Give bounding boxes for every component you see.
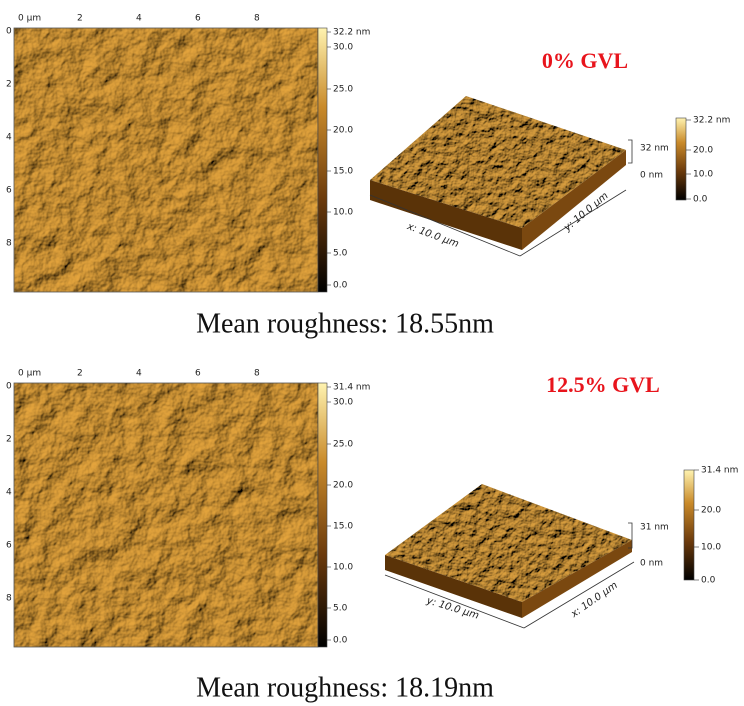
colorbar-3d-tick-label: 31.4 nm (701, 466, 738, 476)
colorbar-3d-tick-label: 0.0 (701, 576, 716, 586)
body: 0 µm24680246832.2 nm30.025.020.015.010.0… (0, 0, 744, 706)
colorbar-tick-label: 10.0 (333, 208, 353, 218)
colorbar-tick-label: 32.2 nm (333, 28, 370, 38)
colorbar-tick-label: 15.0 (333, 167, 353, 177)
x-tick-label: 8 (254, 14, 260, 24)
y-tick-label: 8 (6, 594, 12, 604)
colorbar-3d (676, 118, 686, 200)
colorbar-tick-label: 30.0 (333, 43, 353, 53)
x-tick-label: 0 µm (18, 14, 41, 24)
colorbar-3d-tick-label: 20.0 (701, 506, 721, 516)
x-tick-label: 6 (195, 14, 201, 24)
figure: 0 µm24680246832.2 nm30.025.020.015.010.0… (0, 0, 744, 706)
x-tick-label: 8 (254, 369, 260, 379)
page: AFM roughness {"panels": [ {"label": "0%… (0, 0, 744, 706)
y-tick-label: 2 (6, 435, 12, 445)
x-tick-label: 6 (195, 369, 201, 379)
afm-map (14, 28, 318, 292)
surface-3d (385, 484, 632, 602)
colorbar-3d-tick-label: 20.0 (693, 146, 713, 156)
y-tick-label: 6 (6, 186, 12, 196)
x-tick-label: 4 (136, 14, 142, 24)
colorbar-tick-label: 31.4 nm (333, 383, 370, 393)
y-tick-label: 2 (6, 80, 12, 90)
z-bottom-label: 0 nm (640, 171, 663, 181)
colorbar-3d-tick-label: 10.0 (693, 170, 713, 180)
y-tick-label: 4 (6, 133, 12, 143)
colorbar-3d (684, 470, 694, 580)
z-top-label: 31 nm (640, 523, 669, 533)
colorbar-tick-label: 5.0 (333, 604, 348, 614)
colorbar-tick-label: 0.0 (333, 281, 348, 291)
colorbar-tick-label: 25.0 (333, 85, 353, 95)
x-tick-label: 0 µm (18, 369, 41, 379)
y-tick-label: 8 (6, 239, 12, 249)
colorbar (318, 28, 327, 292)
afm-map (14, 383, 318, 647)
colorbar-tick-label: 20.0 (333, 481, 353, 491)
z-top-label: 32 nm (640, 144, 669, 154)
colorbar-tick-label: 30.0 (333, 398, 353, 408)
y-tick-label: 0 (6, 382, 12, 392)
colorbar-tick-label: 10.0 (333, 563, 353, 573)
colorbar-tick-label: 25.0 (333, 440, 353, 450)
z-bracket (628, 140, 632, 163)
colorbar-tick-label: 15.0 (333, 522, 353, 532)
y-tick-label: 4 (6, 488, 12, 498)
y-tick-label: 6 (6, 541, 12, 551)
x-tick-label: 2 (77, 14, 83, 24)
x-tick-label: 4 (136, 369, 142, 379)
sample-label: 0% GVL (542, 48, 628, 73)
roughness-caption: Mean roughness: 18.19nm (196, 672, 494, 703)
colorbar-3d-tick-label: 10.0 (701, 543, 721, 553)
colorbar-3d-tick-label: 0.0 (693, 195, 708, 205)
z-bottom-label: 0 nm (640, 559, 663, 569)
x-tick-label: 2 (77, 369, 83, 379)
sample-label: 12.5% GVL (546, 372, 660, 397)
colorbar-tick-label: 0.0 (333, 636, 348, 646)
roughness-caption: Mean roughness: 18.55nm (196, 308, 494, 339)
colorbar-tick-label: 20.0 (333, 126, 353, 136)
colorbar-tick-label: 5.0 (333, 249, 348, 259)
colorbar-3d-tick-label: 32.2 nm (693, 116, 730, 126)
colorbar (318, 383, 327, 647)
y-tick-label: 0 (6, 27, 12, 37)
